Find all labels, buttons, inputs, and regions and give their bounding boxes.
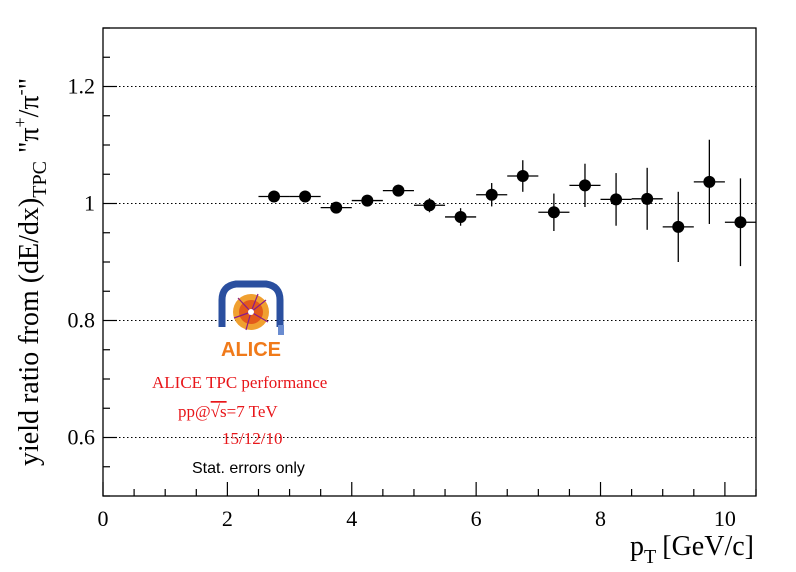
y-axis-title-ratio: "π+/π-" [10,78,45,153]
data-point [734,216,747,229]
x-axis-ticks: 0 2 4 6 8 10 [98,482,757,531]
y-axis-title-sub: TPC [29,161,51,198]
y-tick-label: 1.2 [68,74,96,99]
annotation-errors-note: Stat. errors only [192,460,305,477]
y-axis-title-main: yield ratio from (dE/dx) [14,198,45,466]
x-axis-title-unit: [GeV/c] [662,531,754,562]
data-point [454,210,467,223]
data-point [423,199,436,212]
data-point [516,170,529,183]
x-tick-label: 0 [98,506,109,531]
x-tick-label: 8 [595,506,606,531]
annotation-energy: pp@√s=7 TeV [178,402,278,421]
data-markers [268,170,747,233]
data-point [610,193,623,206]
x-axis-title: pT [GeV/c] [630,531,754,568]
data-point [268,190,281,203]
data-point [703,175,716,188]
data-point [547,206,560,219]
y-tick-label: 0.8 [68,308,96,333]
data-point [578,179,591,192]
x-tick-label: 2 [222,506,233,531]
data-point [361,194,374,207]
x-tick-label: 10 [714,506,736,531]
y-axis-title: yield ratio from (dE/dx)TPC "π+/π-" [10,78,51,466]
y-tick-label: 0.6 [68,425,96,450]
x-tick-label: 6 [471,506,482,531]
annotation-date: 15/12/10 [222,429,282,448]
data-point [672,220,685,233]
data-point [330,201,343,214]
alice-logo-text: ALICE [221,339,281,361]
x-tick-label: 4 [346,506,357,531]
plot-frame [102,27,757,497]
x-axis-title-sub: T [644,546,656,568]
data-point [392,184,405,197]
data-point [641,192,654,205]
annotation-performance: ALICE TPC performance [152,373,327,392]
y-tick-label: 1 [84,191,95,216]
y-axis-ticks: 0.6 0.8 1 1.2 [68,27,117,497]
alice-logo-frame [218,280,284,327]
alice-logo: ALICE [218,280,284,361]
x-axis-title-p: p [630,531,644,562]
data-point [299,190,312,203]
data-point [485,188,498,201]
